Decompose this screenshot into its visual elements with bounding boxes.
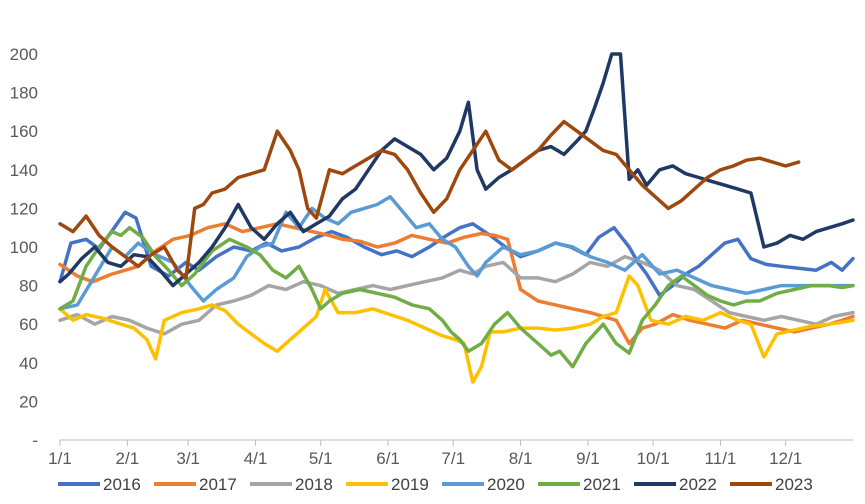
x-tick-label: 8/1 — [509, 449, 533, 468]
series-line-2019 — [58, 274, 855, 384]
x-tick-label: 11/1 — [705, 449, 737, 468]
legend-item-2019: 2019 — [346, 475, 429, 494]
x-tick-label: 12/1 — [769, 449, 802, 468]
y-tick-label: 160 — [10, 122, 38, 141]
x-tick-label: 2/1 — [116, 449, 140, 468]
y-tick-label: 40 — [19, 354, 38, 373]
legend-item-2020: 2020 — [442, 475, 525, 494]
y-tick-label: 20 — [19, 392, 38, 411]
legend-item-2023: 2023 — [730, 475, 813, 494]
x-tick-label: 10/1 — [637, 449, 670, 468]
legend-label: 2017 — [199, 475, 237, 494]
y-tick-label: 200 — [10, 45, 38, 64]
legend-item-2017: 2017 — [154, 475, 237, 494]
legend-item-2018: 2018 — [250, 475, 333, 494]
x-tick-label: 3/1 — [176, 449, 200, 468]
legend-label: 2018 — [295, 475, 333, 494]
x-tick-label: 6/1 — [376, 449, 400, 468]
x-tick-label: 7/1 — [441, 449, 465, 468]
y-tick-label: 120 — [10, 199, 38, 218]
series-line-2018 — [58, 254, 855, 336]
series-line-2020 — [58, 195, 855, 311]
legend-label: 2020 — [487, 475, 525, 494]
legend-item-2021: 2021 — [538, 475, 621, 494]
series-line-2023 — [58, 119, 801, 280]
axes: - 20 40 60 80 100 120 140 160 180 200 1/1 2/1 3/1 4/1 5… — [10, 45, 853, 468]
series-line-2016 — [58, 210, 855, 298]
x-tick-label: 4/1 — [244, 449, 268, 468]
legend-label: 2023 — [775, 475, 813, 494]
legend: 2016 2017 2018 2019 2020 2021 2022 2023 — [58, 475, 813, 494]
x-tick-label: 5/1 — [309, 449, 333, 468]
legend-label: 2016 — [103, 475, 141, 494]
y-tick-label: 80 — [19, 277, 38, 296]
y-tick-label: 180 — [10, 84, 38, 103]
x-tick-label: 9/1 — [576, 449, 600, 468]
series-line-2017 — [58, 222, 855, 346]
legend-label: 2019 — [391, 475, 429, 494]
series-line-2021 — [58, 225, 855, 369]
legend-item-2016: 2016 — [58, 475, 141, 494]
legend-label: 2022 — [679, 475, 717, 494]
y-tick-label: 100 — [10, 238, 38, 257]
y-tick-label: 60 — [19, 315, 38, 334]
series-line-2022 — [58, 52, 855, 288]
x-tick-label: 1/1 — [48, 449, 72, 468]
legend-item-2022: 2022 — [634, 475, 717, 494]
y-tick-label: 140 — [10, 161, 38, 180]
legend-label: 2021 — [583, 475, 621, 494]
series-lines — [58, 52, 855, 384]
y-tick-label: - — [32, 431, 38, 450]
